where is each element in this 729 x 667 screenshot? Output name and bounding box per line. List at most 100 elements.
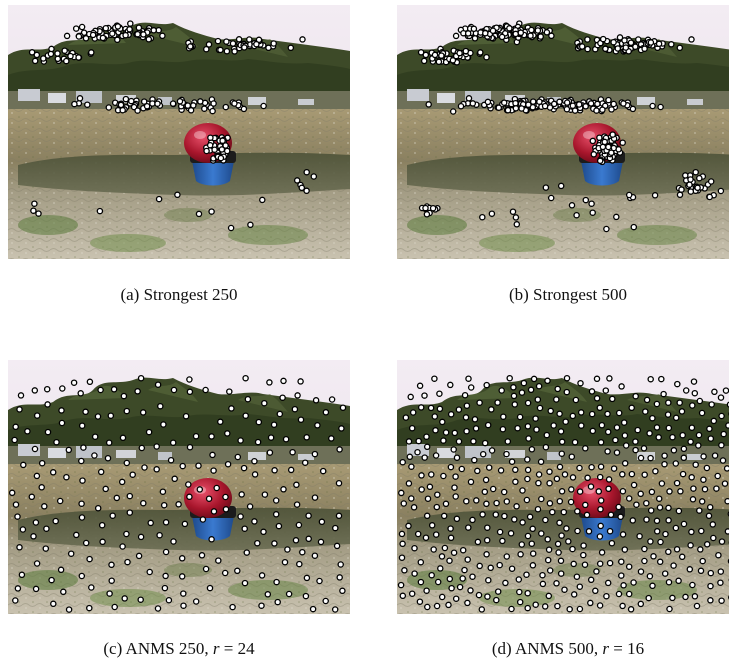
keypoint-marker	[421, 454, 428, 461]
keypoint-marker	[75, 54, 82, 61]
keypoint-marker	[708, 401, 715, 408]
keypoint-marker	[97, 386, 104, 394]
keypoint-marker	[539, 571, 546, 579]
keypoint-marker	[287, 44, 295, 52]
keypoint-marker	[424, 603, 431, 611]
keypoint-marker	[700, 476, 707, 483]
keypoint-marker	[271, 540, 278, 547]
keypoint-marker	[299, 548, 306, 556]
keypoint-marker	[617, 513, 624, 521]
keypoint-marker	[35, 210, 42, 217]
keypoint-marker	[16, 406, 23, 413]
keypoint-marker	[597, 439, 605, 446]
keypoint-marker	[110, 386, 118, 393]
keypoint-marker	[573, 573, 581, 580]
keypoint-marker	[469, 573, 476, 580]
keypoint-marker	[178, 555, 186, 562]
keypoint-marker	[238, 491, 245, 498]
keypoint-marker	[696, 397, 704, 405]
keypoint-marker	[694, 184, 701, 192]
keypoint-marker	[471, 416, 479, 423]
keypoint-marker	[88, 49, 95, 56]
keypoint-marker	[529, 525, 536, 533]
keypoint-marker	[569, 102, 577, 109]
keypoint-marker	[519, 487, 526, 494]
keypoint-marker	[556, 410, 563, 418]
keypoint-marker	[107, 412, 115, 419]
keypoint-marker	[446, 557, 453, 564]
keypoint-marker	[532, 601, 539, 608]
keypoint-marker	[596, 404, 604, 412]
keypoint-marker	[255, 418, 263, 426]
keypoint-marker	[707, 435, 715, 442]
keypoint-marker	[251, 518, 258, 525]
keypoint-marker	[104, 454, 112, 462]
keypoint-marker	[303, 187, 310, 195]
keypoint-marker	[560, 508, 568, 516]
keypoint-marker	[524, 456, 531, 463]
keypoint-marker	[519, 519, 526, 526]
keypoint-marker	[706, 503, 714, 511]
keypoint-marker	[411, 544, 418, 552]
caption-method: Strongest	[143, 285, 208, 304]
keypoint-marker	[431, 413, 439, 420]
keypoint-marker	[465, 524, 472, 531]
keypoint-marker	[512, 478, 519, 486]
keypoint-marker	[503, 553, 511, 560]
keypoint-marker	[665, 548, 672, 556]
keypoint-marker	[481, 439, 489, 447]
keypoint-marker	[270, 421, 278, 428]
keypoint-marker	[711, 452, 719, 459]
keypoint-marker	[427, 404, 435, 412]
keypoint-marker	[647, 39, 655, 46]
keypoint-marker	[661, 460, 668, 468]
keypoint-marker	[632, 392, 639, 400]
keypoint-marker	[417, 578, 425, 586]
keypoint-marker	[661, 452, 668, 459]
keypoint-marker	[65, 446, 73, 454]
keypoint-marker	[275, 522, 283, 530]
keypoint-marker	[698, 498, 706, 505]
keypoint-marker	[517, 29, 525, 36]
keypoint-marker	[408, 495, 415, 502]
keypoint-marker	[440, 512, 448, 520]
keypoint-marker	[441, 544, 449, 552]
keypoint-marker	[565, 538, 572, 545]
keypoint-marker	[258, 572, 266, 579]
keypoint-marker	[299, 36, 306, 43]
keypoint-marker	[678, 553, 686, 561]
keypoint-marker	[399, 458, 406, 466]
keypoint-marker	[646, 430, 653, 437]
keypoint-marker	[558, 450, 566, 457]
keypoint-marker	[195, 210, 203, 218]
keypoint-marker	[78, 514, 86, 521]
keypoint-marker	[459, 546, 467, 554]
keypoint-marker	[618, 558, 625, 565]
keypoint-marker	[676, 399, 683, 406]
keypoint-marker	[706, 193, 713, 201]
keypoint-marker	[536, 404, 544, 412]
keypoint-marker	[555, 549, 562, 556]
keypoint-marker	[447, 534, 455, 542]
keypoint-marker	[692, 461, 699, 468]
keypoint-marker	[210, 508, 218, 515]
keypoint-marker	[717, 187, 725, 195]
keypoint-marker	[508, 605, 515, 613]
keypoint-marker	[226, 388, 233, 395]
caption-count: 500	[568, 639, 594, 658]
keypoint-marker	[676, 44, 684, 52]
keypoint-marker	[561, 471, 569, 478]
keypoint-marker	[117, 101, 125, 109]
keypoint-marker	[602, 387, 610, 394]
keypoint-marker	[202, 386, 209, 394]
keypoint-marker	[276, 410, 284, 418]
keypoint-marker	[126, 492, 134, 500]
keypoint-marker	[524, 532, 532, 540]
keypoint-marker	[447, 463, 455, 471]
keypoint-marker	[567, 498, 575, 506]
keypoint-marker	[111, 603, 118, 611]
keypoint-marker	[676, 191, 684, 199]
keypoint-marker	[641, 45, 648, 52]
keypoint-marker	[656, 504, 664, 511]
keypoint-marker	[598, 549, 606, 556]
